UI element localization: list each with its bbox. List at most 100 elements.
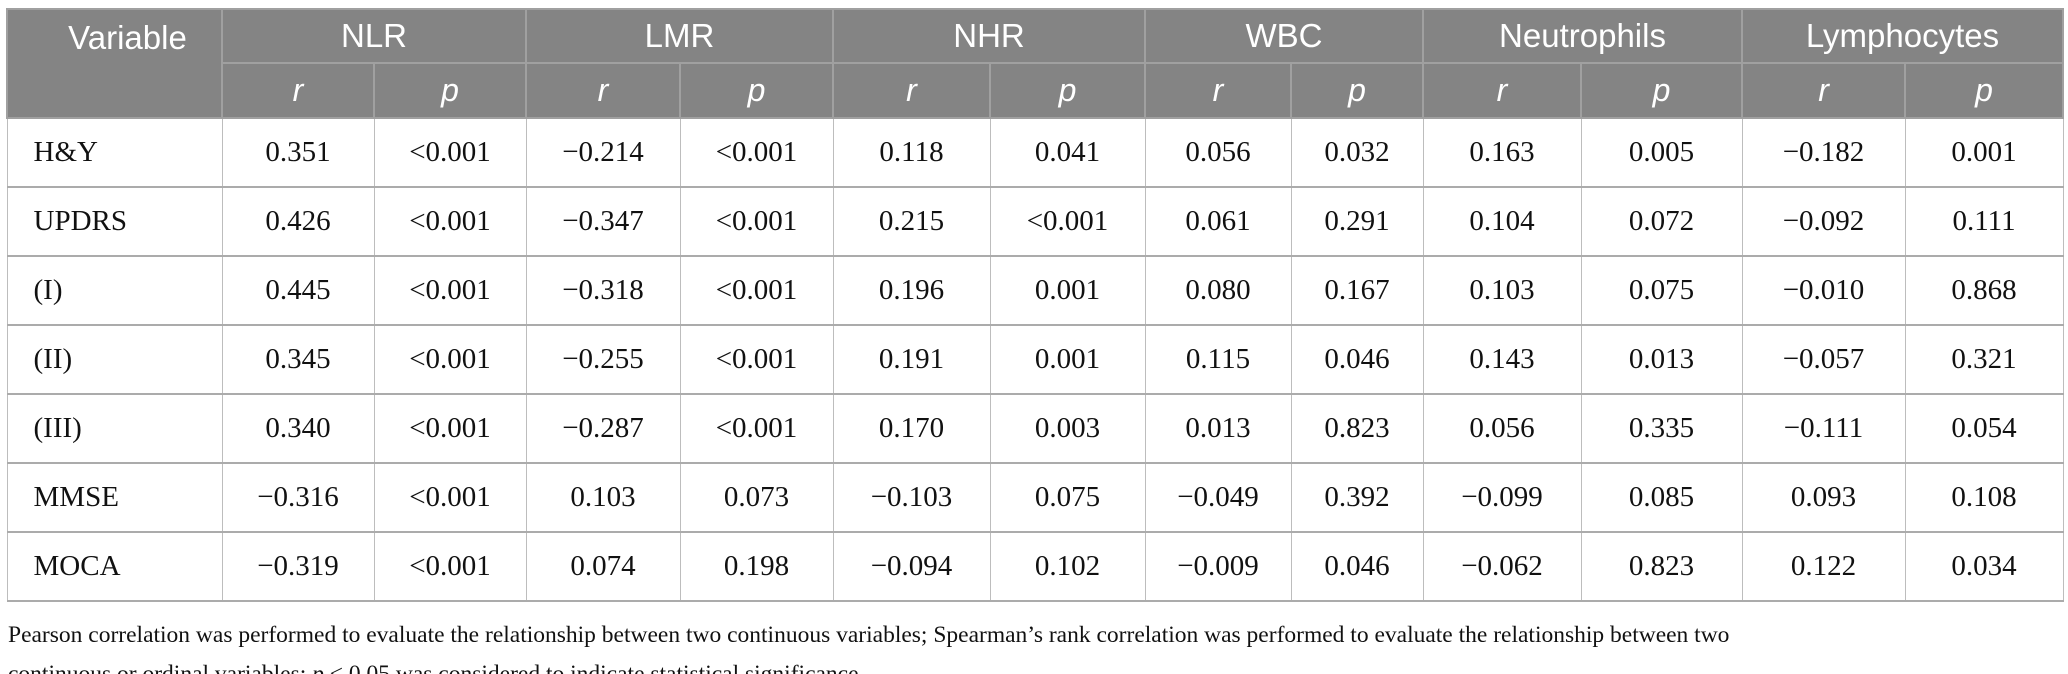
value-cell: 0.215 [832, 186, 991, 257]
value-cell: 0.392 [1290, 462, 1424, 533]
value-cell: 0.001 [989, 255, 1146, 326]
value-cell: 0.102 [989, 531, 1146, 602]
value-cell: 0.103 [1422, 255, 1582, 326]
value-cell: 0.056 [1144, 117, 1292, 188]
value-cell: 0.351 [221, 117, 375, 188]
value-cell: −0.316 [221, 462, 375, 533]
group-header-row: Variable NLR LMR NHR WBC Neutrophils Lym… [6, 8, 2065, 119]
correlation-table: Variable NLR LMR NHR WBC Neutrophils Lym… [6, 8, 2065, 602]
value-cell: <0.001 [679, 393, 834, 464]
sub-header-p: p [1290, 62, 1424, 119]
footnote: Pearson correlation was performed to eva… [8, 616, 2058, 674]
value-cell: <0.001 [679, 117, 834, 188]
sub-header-p: p [373, 62, 527, 119]
value-cell: 0.075 [989, 462, 1146, 533]
value-cell: 0.868 [1904, 255, 2064, 326]
value-cell: <0.001 [373, 186, 527, 257]
value-cell: 0.072 [1580, 186, 1743, 257]
value-cell: 0.143 [1422, 324, 1582, 395]
value-cell: <0.001 [679, 324, 834, 395]
value-cell: 0.046 [1290, 324, 1424, 395]
table-row: (I) 0.445 <0.001 −0.318 <0.001 0.196 0.0… [6, 255, 2064, 326]
sub-header-p: p [989, 62, 1146, 119]
value-cell: 0.196 [832, 255, 991, 326]
sub-header-r: r [1144, 62, 1292, 119]
value-cell: 0.291 [1290, 186, 1424, 257]
value-cell: 0.345 [221, 324, 375, 395]
value-cell: 0.115 [1144, 324, 1292, 395]
table-row: MOCA −0.319 <0.001 0.074 0.198 −0.094 0.… [6, 531, 2064, 602]
row-label-cell: MOCA [6, 531, 223, 602]
value-cell: 0.054 [1904, 393, 2064, 464]
value-cell: 0.103 [525, 462, 681, 533]
value-cell: −0.111 [1741, 393, 1906, 464]
sub-header-r: r [1741, 62, 1907, 119]
value-cell: <0.001 [373, 255, 527, 326]
value-cell: <0.001 [373, 117, 527, 188]
value-cell: 0.191 [832, 324, 991, 395]
table-row: MMSE −0.316 <0.001 0.103 0.073 −0.103 0.… [6, 462, 2064, 533]
group-header-lymphocytes: Lymphocytes [1741, 8, 2065, 64]
row-label-cell: UPDRS [6, 186, 223, 257]
value-cell: 0.167 [1290, 255, 1424, 326]
value-cell: −0.094 [832, 531, 991, 602]
value-cell: 0.075 [1580, 255, 1743, 326]
footnote-p-symbol: p [312, 661, 324, 674]
value-cell: 0.013 [1580, 324, 1743, 395]
value-cell: <0.001 [679, 255, 834, 326]
value-cell: 0.032 [1290, 117, 1424, 188]
variable-header-cell: Variable [6, 8, 223, 119]
value-cell: −0.010 [1741, 255, 1906, 326]
value-cell: 0.198 [679, 531, 834, 602]
value-cell: −0.049 [1144, 462, 1292, 533]
value-cell: <0.001 [373, 324, 527, 395]
value-cell: 0.170 [832, 393, 991, 464]
row-label-cell: H&Y [6, 117, 223, 188]
value-cell: 0.111 [1904, 186, 2064, 257]
value-cell: 0.046 [1290, 531, 1424, 602]
value-cell: <0.001 [373, 393, 527, 464]
value-cell: −0.092 [1741, 186, 1906, 257]
value-cell: 0.001 [1904, 117, 2064, 188]
value-cell: 0.122 [1741, 531, 1906, 602]
group-header-lmr: LMR [525, 8, 834, 64]
value-cell: −0.214 [525, 117, 681, 188]
value-cell: 0.085 [1580, 462, 1743, 533]
value-cell: 0.013 [1144, 393, 1292, 464]
group-header-neutrophils: Neutrophils [1421, 8, 1744, 64]
table-body: H&Y 0.351 <0.001 −0.214 <0.001 0.118 0.0… [6, 117, 2064, 602]
value-cell: −0.103 [832, 462, 991, 533]
value-cell: −0.318 [525, 255, 681, 326]
sub-header-r: r [1422, 62, 1582, 119]
value-cell: <0.001 [989, 186, 1146, 257]
value-cell: 0.445 [221, 255, 375, 326]
value-cell: 0.823 [1290, 393, 1424, 464]
value-cell: −0.099 [1422, 462, 1582, 533]
table-row: H&Y 0.351 <0.001 −0.214 <0.001 0.118 0.0… [6, 117, 2064, 188]
value-cell: 0.056 [1422, 393, 1582, 464]
footnote-line-2: continuous or ordinal variables; p < 0.0… [8, 655, 2058, 674]
value-cell: 0.080 [1144, 255, 1292, 326]
value-cell: 0.061 [1144, 186, 1292, 257]
value-cell: 0.041 [989, 117, 1146, 188]
value-cell: −0.062 [1422, 531, 1582, 602]
value-cell: 0.163 [1422, 117, 1582, 188]
value-cell: 0.118 [832, 117, 991, 188]
value-cell: <0.001 [373, 462, 527, 533]
value-cell: 0.093 [1741, 462, 1906, 533]
value-cell: 0.001 [989, 324, 1146, 395]
row-label-cell: MMSE [6, 462, 223, 533]
value-cell: 0.108 [1904, 462, 2064, 533]
value-cell: −0.287 [525, 393, 681, 464]
value-cell: −0.182 [1741, 117, 1906, 188]
group-header-wbc: WBC [1144, 8, 1424, 64]
footnote-line-1: Pearson correlation was performed to eva… [8, 622, 1730, 648]
value-cell: <0.001 [679, 186, 834, 257]
sub-header-p: p [1579, 62, 1744, 119]
value-cell: 0.034 [1904, 531, 2064, 602]
group-header-nhr: NHR [832, 8, 1146, 64]
sub-header-r: r [832, 62, 991, 119]
row-label-cell: (III) [6, 393, 223, 464]
value-cell: −0.255 [525, 324, 681, 395]
